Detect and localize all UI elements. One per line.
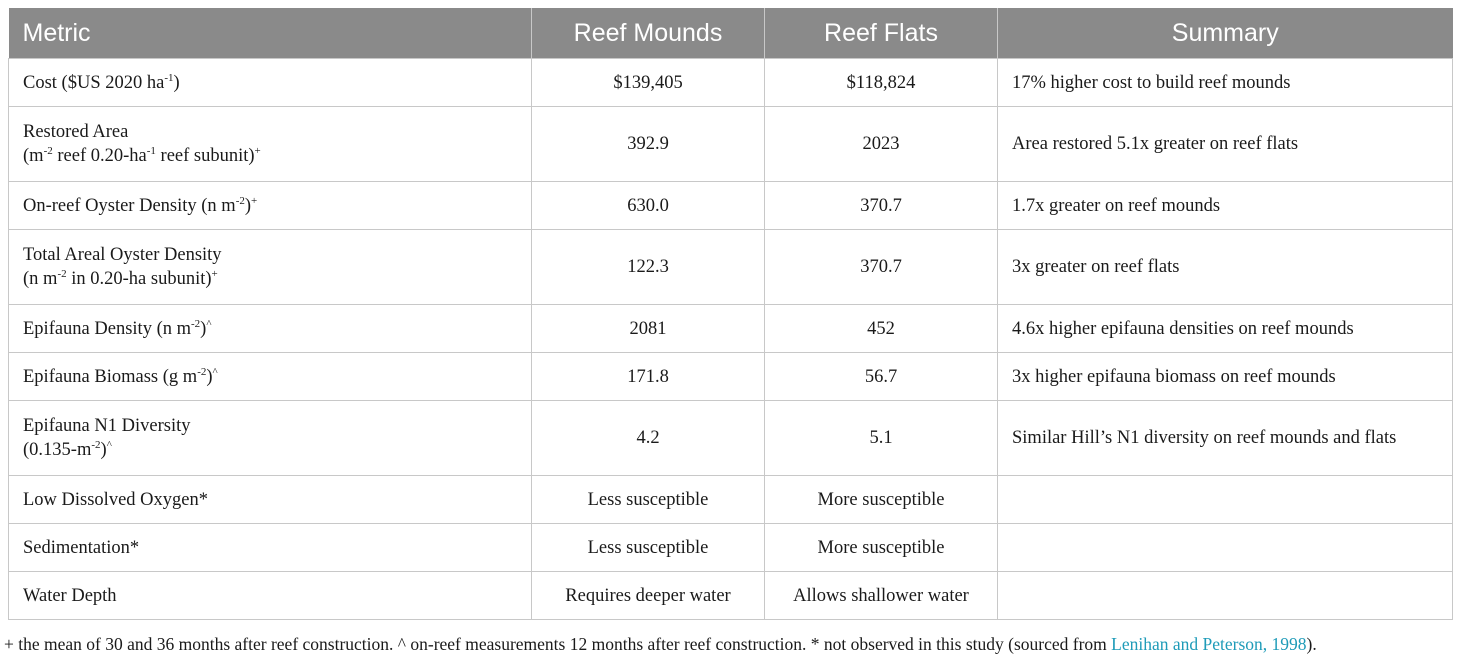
table-footnote: + the mean of 30 and 36 months after ree… xyxy=(4,633,1456,655)
metric-cell: Epifauna Biomass (g m-2)^ xyxy=(8,352,532,401)
reef-mounds-cell: $139,405 xyxy=(531,58,765,107)
table-body: Cost ($US 2020 ha-1) $139,405 $118,824 1… xyxy=(8,58,1453,620)
reef-mounds-cell: Requires deeper water xyxy=(531,571,765,620)
metric-text: reef subunit) xyxy=(155,146,255,166)
metric-superscript: -1 xyxy=(164,71,174,84)
metric-text: On-reef Oyster Density (n m xyxy=(23,195,236,216)
metric-cell: Low Dissolved Oxygen* xyxy=(8,475,532,524)
metric-superscript: -2 xyxy=(191,317,201,330)
reef-mounds-cell: Less susceptible xyxy=(531,475,765,524)
footnote-marker: ^ xyxy=(212,365,218,378)
table-row: Water Depth Requires deeper water Allows… xyxy=(8,571,1453,620)
metric-superscript: -2 xyxy=(235,194,245,207)
metric-superscript: -2 xyxy=(57,268,67,280)
metric-text: (n m xyxy=(23,269,58,289)
table-row: Total Areal Oyster Density (n m-2 in 0.20… xyxy=(8,229,1453,305)
table-header: Metric Reef Mounds Reef Flats Summary xyxy=(8,8,1453,59)
metric-text: Cost ($US 2020 ha xyxy=(23,72,165,93)
reef-flats-cell: More susceptible xyxy=(764,475,998,524)
metric-text: reef 0.20-ha xyxy=(52,146,147,166)
metric-superscript: -2 xyxy=(43,145,53,157)
reef-flats-cell: 370.7 xyxy=(764,181,998,230)
header-reef-flats: Reef Flats xyxy=(764,8,998,59)
metric-text: Epifauna Density (n m xyxy=(23,318,191,339)
metric-cell: Epifauna Density (n m-2)^ xyxy=(8,304,532,353)
metric-text: Total Areal Oyster Density xyxy=(23,245,222,265)
metric-superscript: -1 xyxy=(146,145,156,157)
metric-text: ) xyxy=(100,440,107,460)
metric-cell: On-reef Oyster Density (n m-2)+ xyxy=(8,181,532,230)
reef-flats-cell: 56.7 xyxy=(764,352,998,401)
metric-cell: Sedimentation* xyxy=(8,523,532,572)
metric-text: ) xyxy=(244,195,252,216)
summary-cell: 3x higher epifauna biomass on reef mound… xyxy=(997,352,1453,401)
summary-cell xyxy=(997,475,1453,524)
metric-text: Epifauna N1 Diversity xyxy=(23,416,191,436)
metric-text: in 0.20-ha subunit) xyxy=(66,269,212,289)
header-metric: Metric xyxy=(8,8,532,59)
metric-cell: Total Areal Oyster Density (n m-2 in 0.20… xyxy=(8,229,532,305)
table-row: Restored Area (m-2 reef 0.20-ha-1 reef su… xyxy=(8,106,1453,182)
metric-cell: Restored Area (m-2 reef 0.20-ha-1 reef su… xyxy=(8,106,532,182)
reef-mounds-cell: 630.0 xyxy=(531,181,765,230)
metric-text: Restored Area xyxy=(23,122,129,142)
reef-mounds-cell: 171.8 xyxy=(531,352,765,401)
metric-text: ) xyxy=(173,72,180,93)
metric-text: ) xyxy=(206,366,213,387)
reef-flats-cell: 2023 xyxy=(764,106,998,182)
summary-cell xyxy=(997,571,1453,620)
reef-flats-cell: $118,824 xyxy=(764,58,998,107)
header-reef-mounds: Reef Mounds xyxy=(531,8,765,59)
metric-text: (m xyxy=(23,146,44,166)
footnote-marker: + xyxy=(211,268,218,280)
reef-flats-cell: More susceptible xyxy=(764,523,998,572)
table-row: Low Dissolved Oxygen* Less susceptible M… xyxy=(8,475,1453,524)
metric-cell: Epifauna N1 Diversity (0.135-m-2)^ xyxy=(8,400,532,476)
reef-flats-cell: 452 xyxy=(764,304,998,353)
footnote-text: + the mean of 30 and 36 months after ree… xyxy=(4,634,1112,654)
metric-superscript: -2 xyxy=(91,439,101,451)
reef-mounds-cell: 4.2 xyxy=(531,400,765,476)
header-row: Metric Reef Mounds Reef Flats Summary xyxy=(8,8,1453,59)
summary-cell: Similar Hill’s N1 diversity on reef moun… xyxy=(997,400,1453,476)
metrics-table: Metric Reef Mounds Reef Flats Summary Co… xyxy=(8,8,1453,620)
reef-mounds-cell: 392.9 xyxy=(531,106,765,182)
summary-cell: Area restored 5.1x greater on reef flats xyxy=(997,106,1453,182)
metric-text: ) xyxy=(200,318,207,339)
footnote-marker: + xyxy=(254,145,261,157)
footnote-marker: ^ xyxy=(106,439,112,451)
header-summary: Summary xyxy=(997,8,1453,59)
metric-text: (0.135-m xyxy=(23,440,92,460)
table-row: Epifauna N1 Diversity (0.135-m-2)^ 4.2 5.… xyxy=(8,400,1453,476)
footnote-text-end: ). xyxy=(1306,634,1317,654)
summary-cell: 17% higher cost to build reef mounds xyxy=(997,58,1453,107)
table-row: Cost ($US 2020 ha-1) $139,405 $118,824 1… xyxy=(8,58,1453,107)
metric-superscript: -2 xyxy=(197,365,207,378)
reef-mounds-cell: 122.3 xyxy=(531,229,765,305)
reef-flats-cell: 370.7 xyxy=(764,229,998,305)
footnote-marker: + xyxy=(251,194,258,207)
summary-cell: 4.6x higher epifauna densities on reef m… xyxy=(997,304,1453,353)
citation-link[interactable]: Lenihan and Peterson, 1998 xyxy=(1111,634,1307,654)
reef-mounds-cell: 2081 xyxy=(531,304,765,353)
metric-text: Epifauna Biomass (g m xyxy=(23,366,198,387)
reef-mounds-cell: Less susceptible xyxy=(531,523,765,572)
reef-flats-cell: 5.1 xyxy=(764,400,998,476)
metric-cell: Cost ($US 2020 ha-1) xyxy=(8,58,532,107)
summary-cell: 1.7x greater on reef mounds xyxy=(997,181,1453,230)
metric-cell: Water Depth xyxy=(8,571,532,620)
footnote-marker: ^ xyxy=(206,317,212,330)
summary-cell xyxy=(997,523,1453,572)
table-row: Epifauna Density (n m-2)^ 2081 452 4.6x … xyxy=(8,304,1453,353)
table-row: Sedimentation* Less susceptible More sus… xyxy=(8,523,1453,572)
table-row: Epifauna Biomass (g m-2)^ 171.8 56.7 3x … xyxy=(8,352,1453,401)
summary-cell: 3x greater on reef flats xyxy=(997,229,1453,305)
table-row: On-reef Oyster Density (n m-2)+ 630.0 37… xyxy=(8,181,1453,230)
reef-flats-cell: Allows shallower water xyxy=(764,571,998,620)
